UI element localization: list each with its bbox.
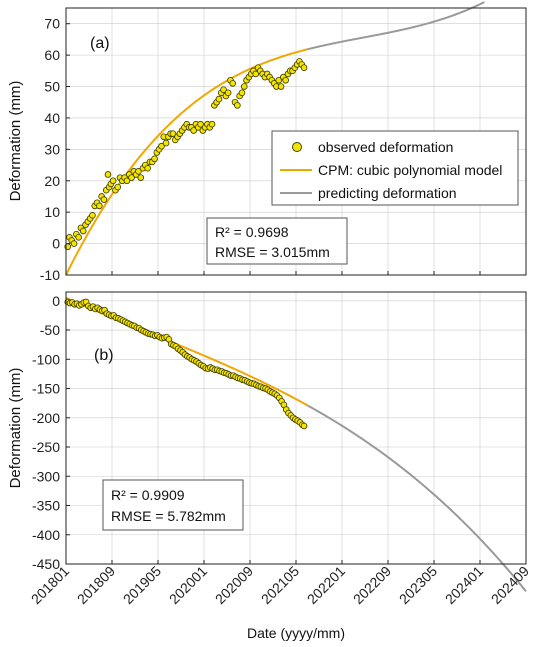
panel-a-data-point [300, 64, 308, 71]
panel-a-data-point [275, 76, 283, 84]
legend-label-predicting: predicting deformation [318, 185, 457, 201]
panel-a-y-tick-label: 70 [44, 16, 60, 32]
panel-a-data-point [197, 120, 204, 128]
panel-a-data-point [151, 155, 158, 163]
panel-a-rmse: RMSE = 3.015mm [215, 244, 330, 260]
panel-a-y-tick-label: 10 [44, 204, 60, 220]
panel-a-data-point [123, 177, 131, 185]
panel-b-y-tick-label: -250 [32, 439, 60, 455]
panel-a-predicting-line [307, 1, 485, 51]
panel-a-data-point [109, 177, 117, 185]
panel-a-data-point [162, 139, 170, 147]
panel-a-data-point [114, 183, 122, 191]
panel-a-data-point [190, 127, 197, 134]
panel-b-y-tick-label: -100 [32, 351, 60, 367]
panel-a-data-point [135, 168, 142, 175]
panel-a-frame [65, 7, 527, 276]
panel-a-data-point [169, 130, 177, 137]
panel-a-data-point [128, 174, 135, 181]
panel-b-rmse: RMSE = 5.782mm [111, 508, 226, 524]
panel-b-points [64, 298, 308, 430]
panel-a-data-point [100, 196, 108, 203]
panel-b-y-tick-label: -150 [32, 381, 60, 397]
panel-a-y-axis-label: Deformation (mm) [7, 81, 24, 202]
panel-a-y-tick-label: 20 [44, 173, 60, 189]
legend-marker-observed [292, 142, 302, 152]
panel-b-stats-box: R² = 0.9909 RMSE = 5.782mm [102, 479, 244, 531]
legend-box [271, 130, 519, 206]
panel-a-data-point [70, 240, 78, 247]
panel-b-y-tick-label: -200 [32, 410, 60, 426]
panel-a-data-point [75, 234, 82, 241]
panel-b-predicting-line [307, 404, 527, 592]
legend: observed deformation CPM: cubic polynomi… [271, 130, 519, 206]
panel-a-stats-frame [206, 217, 348, 265]
panel-b-y-tick-label: -450 [32, 556, 60, 572]
panel-a-data-point [229, 80, 237, 87]
panel-a-data-point [79, 227, 87, 235]
legend-label-cpm: CPM: cubic polynomial model [318, 162, 502, 178]
panel-b-y-axis-label: Deformation (mm) [7, 368, 24, 489]
panel-a-stats-box: R² = 0.9698 RMSE = 3.015mm [206, 217, 348, 265]
panel-a-points [64, 58, 308, 251]
panel-a-data-point [137, 174, 145, 181]
panel-a-lines [65, 1, 485, 276]
panel-a-data-point [215, 95, 223, 103]
panel-b-y-tick-label: 0 [52, 293, 60, 309]
panel-a-label: (a) [90, 35, 110, 52]
panel-a-data-point [158, 142, 165, 150]
panel-a-y-tick-label: 30 [44, 141, 60, 157]
panel-a-data-point [208, 120, 216, 128]
panel-a-y-tick-label: 60 [44, 47, 60, 63]
panel-b-r-squared: R² = 0.9909 [111, 487, 185, 503]
panel-a-y-tick-label: -10 [40, 267, 60, 283]
panel-a-data-point [89, 212, 96, 219]
panel-b-label: (b) [94, 347, 114, 364]
panel-a-cpm-fit-line [65, 48, 308, 276]
panel-a-data-point [224, 89, 232, 97]
panel-a-data-point [252, 70, 260, 78]
panel-b-y-ticks: -450 -400 -350 -300 -250 -200 -150 -100 -50 0 [32, 293, 60, 572]
panel-a-data-point [220, 86, 227, 93]
panel-a-data-point [282, 76, 289, 84]
x-axis-label: Date (yyyy/mm) [247, 625, 345, 641]
panel-a-data-point [238, 89, 246, 97]
panel-a-data-point [96, 202, 103, 210]
panel-b-y-tick-label: -300 [32, 468, 60, 484]
panel-a-data-point [240, 83, 248, 90]
legend-label-observed: observed deformation [318, 139, 453, 155]
panel-a-y-tick-label: 40 [44, 110, 60, 126]
panel-a-y-tick-label: 0 [52, 236, 60, 252]
panel-b-y-tick-label: -50 [40, 322, 60, 338]
panel-a-y-tick-label: 50 [44, 79, 60, 95]
panel-a-data-point [144, 164, 151, 172]
panel-b-data-point [300, 422, 308, 430]
panel-a-r-squared: R² = 0.9698 [215, 224, 289, 240]
panel-b-y-tick-label: -400 [32, 527, 60, 543]
panel-a-data-point [277, 83, 285, 90]
panel-a-data-point [104, 171, 112, 178]
panel-a-data-point [234, 102, 241, 109]
panel-b-chart: -450 -400 -350 -300 -250 -200 -150 -100 -50 0 (b)… [7, 291, 527, 592]
panel-a-y-ticks: -10 0 10 20 30 40 50 60 70 [40, 16, 60, 283]
panel-b-frame [65, 291, 527, 565]
panel-b-stats-frame [102, 479, 244, 531]
panel-b-y-tick-label: -350 [32, 498, 60, 514]
